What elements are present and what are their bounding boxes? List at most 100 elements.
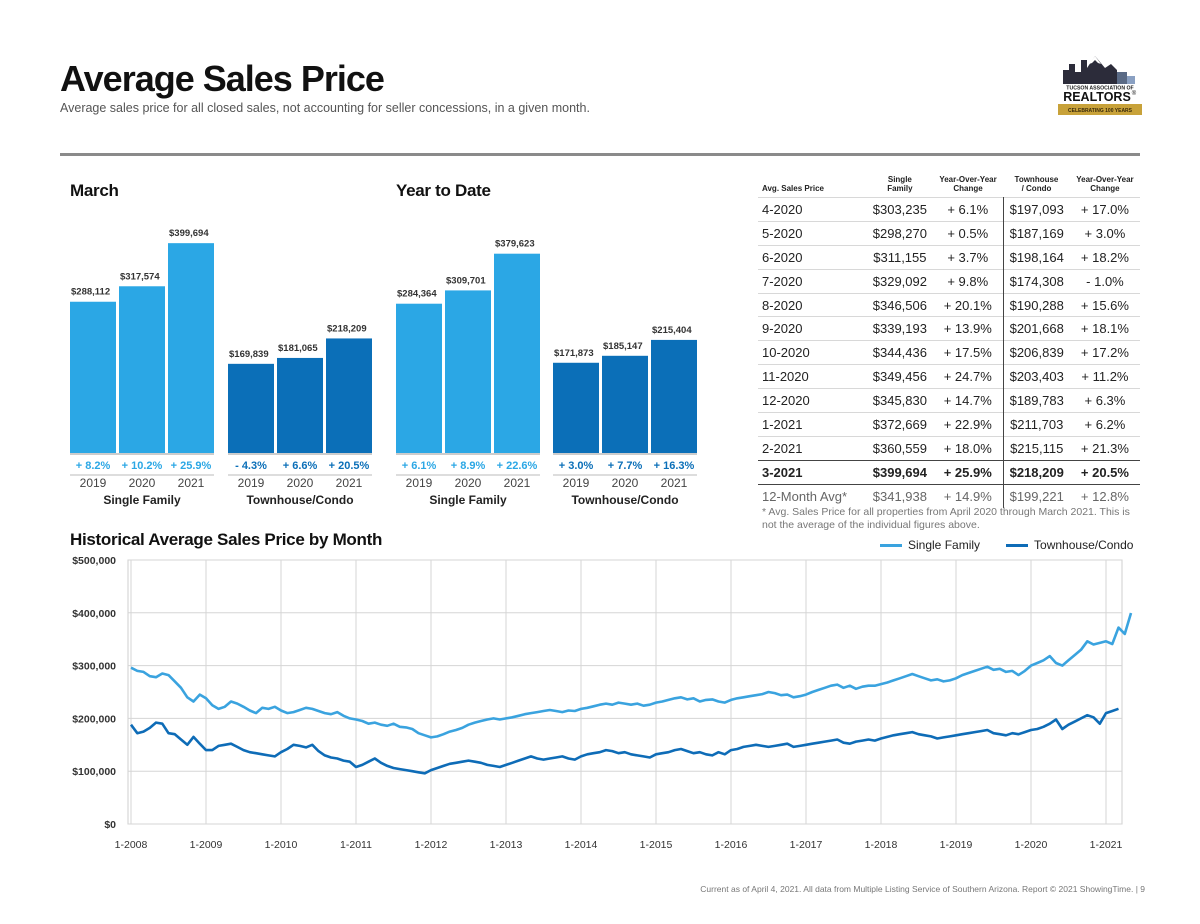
bar-year-0-0-2: 2021 [178,476,205,490]
table-cell: $174,308 [1003,268,1070,294]
table-header-3: Townhouse / Condo [1014,175,1059,193]
bar-0-0-2 [168,243,214,453]
table-cell: + 9.8% [932,268,1004,294]
x-tick-label: 1-2012 [415,839,448,851]
legend-swatch-townhouse [1006,543,1029,547]
table-cell: $344,436 [866,340,933,365]
table-cell: $349,456 [866,364,933,389]
series-line-townhouse [129,707,1119,775]
bar-year-0-1-1: 2020 [287,476,314,490]
bar-0-0-1 [119,286,165,453]
bar-change-0-1-0: - 4.3% [235,460,267,472]
bar-change-1-0-0: + 6.1% [402,460,437,472]
x-tick-label: 1-2016 [715,839,748,851]
logo-reg: ® [1132,90,1137,97]
bar-0-1-1 [277,357,323,453]
table-cell: $341,938 [872,488,927,504]
bar-group-label-1-1: Townhouse/Condo [571,493,678,507]
table-header-row: Avg. Sales Price Single Family Year-Over-Ye… [758,175,1140,198]
table-cell: 12-2020 [758,388,867,413]
table-cell: + 12.8% [1080,488,1129,504]
y-tick-label: $0 [104,819,116,831]
bar-year-1-0-1: 2020 [455,476,482,490]
bar-label-1-1-1: $185,147 [603,341,643,352]
table-cell: $329,092 [866,268,933,294]
bar-change-1-1-0: + 3.0% [559,460,594,472]
skyline-icon: TUCSON ASSOCIATION OF REALTORS ® CELEBRA… [1058,56,1142,115]
bar-0-1-2 [326,338,372,453]
bar-label-1-1-0: $171,873 [554,348,594,359]
legend-label-single-family: Single Family [908,538,981,552]
table-cell: $206,839 [1003,340,1070,365]
table-cell: - 1.0% [1069,268,1140,294]
table-cell: + 17.2% [1069,340,1140,365]
bar-1-0-2 [494,253,540,453]
table-cell: $372,669 [866,412,933,437]
bar-label-0-1-0: $169,839 [229,349,269,360]
table-cell: 12-Month Avg* [762,488,848,504]
table-cell: + 20.5% [1069,459,1140,485]
table-cell: + 6.1% [932,197,1004,222]
bar-group-label-0-1: Townhouse/Condo [246,493,353,507]
table-cell: $311,155 [866,244,933,270]
table-cell: 9-2020 [758,316,867,341]
logo-line1: TUCSON ASSOCIATION OF [1066,86,1133,92]
x-tick-label: 1-2015 [640,839,673,851]
table-cell: + 17.5% [932,340,1004,365]
table-cell: + 20.1% [932,292,1004,317]
table-row: 7-2020 $329,092 + 9.8% $174,308- 1.0% [758,268,1140,294]
table-cell: $187,169 [1003,220,1070,246]
table-cell: $189,783 [1003,388,1070,413]
bar-label-1-1-2: $215,404 [652,325,692,336]
table-header-2: Year-Over-Year Change [939,175,997,193]
table-cell: $339,193 [866,316,933,341]
table-cell: $303,235 [866,197,933,222]
historical-line-chart: $0 $100,000 $200,000 $300,000 $400,000 $500,0… [72,555,1133,851]
table-cell: $190,288 [1003,292,1070,317]
table-cell: + 14.9% [932,484,1004,508]
table-cell: + 21.3% [1069,435,1140,461]
bar-year-0-1-0: 2019 [238,476,265,490]
header-divider [60,153,1140,156]
table-row: 4-2020 $303,235 + 6.1% $197,093 + 17.0% [758,197,1140,222]
bar-charts: $288,112 + 8.2% 2019 $317,574 + 10.2% 2020 $39… [70,228,697,507]
table-footnote: * Avg. Sales Price for all properties fr… [762,506,1130,531]
bar-label-1-0-0: $284,364 [397,289,437,300]
bar-1-1-0 [553,362,599,453]
table-cell: + 25.9% [932,459,1004,485]
table-cell: + 3.7% [932,244,1004,270]
table-cell: 6-2020 [758,244,867,270]
table-cell: + 22.9% [932,412,1004,437]
bar-1-1-1 [602,355,648,453]
march-chart-title: March [70,181,119,200]
logo-banner: CELEBRATING 100 YEARS [1068,108,1133,114]
table-cell: 7-2020 [758,268,867,294]
table-cell: $203,403 [1003,364,1070,389]
bar-change-1-1-2: + 16.3% [654,460,695,472]
table-cell: + 6.2% [1069,412,1140,437]
table-cell: + 14.7% [932,388,1004,413]
table-row: 10-2020 $344,436 + 17.5% $206,839 + 17.2% [758,340,1140,365]
legend-item-single-family: Single Family [880,538,980,552]
page-footer: Current as of April 4, 2021. All data fr… [700,884,1145,894]
table-row: 5-2020 $298,270 + 0.5% $187,169 + 3.0% [758,220,1140,246]
table-cell: $399,694 [866,459,933,485]
table-row: 3-2021 $399,694 + 25.9% $218,209 + 20.5% [758,459,1140,485]
page-title: Average Sales Price [60,58,385,99]
bar-change-0-0-2: + 25.9% [171,460,212,472]
table-row: 6-2020 $311,155 + 3.7% $198,164 + 18.2% [758,244,1140,270]
table-cell: + 15.6% [1069,292,1140,317]
x-tick-label: 1-2010 [265,839,298,851]
table-row: 9-2020 $339,193 + 13.9% $201,668 + 18.1% [758,316,1140,341]
table-cell: + 3.0% [1069,220,1140,246]
table-cell: 2-2021 [758,435,867,461]
table-cell: + 24.7% [932,364,1004,389]
bar-year-0-0-0: 2019 [80,476,107,490]
x-tick-label: 1-2009 [190,839,223,851]
historical-chart-title: Historical Average Sales Price by Month [70,530,383,549]
x-tick-label: 1-2018 [865,839,898,851]
x-tick-label: 1-2019 [940,839,973,851]
table-cell: + 18.0% [932,435,1004,461]
bar-change-0-1-2: + 20.5% [329,460,370,472]
table-cell: $198,164 [1003,244,1070,270]
